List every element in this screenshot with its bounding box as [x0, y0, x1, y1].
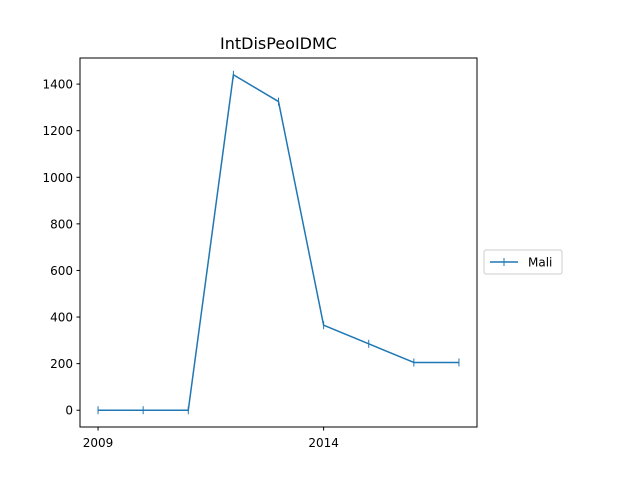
x-axis: 2009 2014 — [83, 427, 339, 450]
legend-label: Mali — [528, 256, 552, 270]
y-tick-label: 1200 — [42, 124, 73, 138]
y-tick-label: 0 — [65, 404, 73, 418]
plot-marks — [97, 70, 460, 415]
x-tick-label: 2014 — [308, 436, 339, 450]
y-axis: 0 200 400 600 800 1000 1200 1400 — [42, 78, 80, 418]
y-tick-label: 200 — [50, 357, 73, 371]
y-tick-label: 400 — [50, 311, 73, 325]
series-line-0 — [98, 74, 459, 411]
y-tick-label: 1000 — [42, 171, 73, 185]
legend-box — [483, 249, 563, 275]
x-tick-label: 2009 — [83, 436, 114, 450]
y-tick-label: 1400 — [42, 78, 73, 92]
plot-frame — [79, 57, 478, 428]
chart-title: IntDisPeoIDMC — [220, 34, 337, 53]
legend: Mali — [483, 249, 563, 275]
y-tick-label: 600 — [50, 264, 73, 278]
y-tick-label: 800 — [50, 217, 73, 231]
